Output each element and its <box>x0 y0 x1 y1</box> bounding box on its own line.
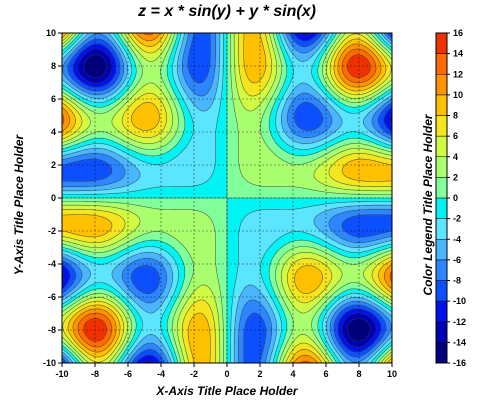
colorbar-band <box>435 321 448 343</box>
x-tick-label: 2 <box>257 369 262 379</box>
colorbar-tick-label: 16 <box>453 28 463 38</box>
y-tick-label: -6 <box>48 292 56 302</box>
colorbar-band <box>435 135 448 157</box>
colorbar: 16 14 12 10 8 6 4 2 0 -2 -4 -6 -8 -10 -12 -14 -16 <box>435 28 466 368</box>
colorbar-tick-label: 6 <box>453 131 458 141</box>
colorbar-band <box>435 115 448 137</box>
chart-title: z = x * sin(y) + y * sin(x) <box>138 3 316 20</box>
colorbar-band <box>435 280 448 302</box>
colorbar-tick-label: 14 <box>453 49 463 59</box>
y-tick-label: 4 <box>51 127 56 137</box>
x-tick-label: 10 <box>387 369 397 379</box>
contour-line <box>62 33 392 363</box>
contour-line <box>62 33 392 363</box>
x-tick-label: 0 <box>224 369 229 379</box>
colorbar-tick-label: -14 <box>453 337 466 347</box>
y-tick-label: 10 <box>46 28 56 38</box>
contour-line <box>83 54 371 342</box>
colorbar-tick-label: -2 <box>453 214 461 224</box>
colorbar-band <box>435 74 448 96</box>
y-tick-label: -10 <box>43 358 56 368</box>
colorbar-tick-label: -16 <box>453 358 466 368</box>
y-tick-label: -2 <box>48 226 56 236</box>
colorbar-title: Color Legend Title Place Holder <box>421 114 435 296</box>
colorbar-band <box>435 300 448 322</box>
x-tick-label: 8 <box>356 369 361 379</box>
x-tick-label: -4 <box>157 369 165 379</box>
colorbar-tick-label: -4 <box>453 234 461 244</box>
colorbar-tick-label: 0 <box>453 193 458 203</box>
colorbar-band <box>435 259 448 281</box>
contour-line <box>62 33 392 363</box>
x-tick-label: 4 <box>290 369 295 379</box>
colorbar-tick-label: 4 <box>453 152 458 162</box>
y-tick-label: 0 <box>51 193 56 203</box>
y-tick-label: 8 <box>51 61 56 71</box>
y-tick-label: -4 <box>48 259 56 269</box>
x-tick-label: -2 <box>190 369 198 379</box>
y-tick-label: -8 <box>48 325 56 335</box>
colorbar-tick-label: 12 <box>453 69 463 79</box>
contour-line <box>62 33 392 363</box>
colorbar-band <box>435 53 448 75</box>
x-tick-label: -6 <box>124 369 132 379</box>
contour-line <box>62 33 392 363</box>
contour-line <box>62 33 392 363</box>
colorbar-band <box>435 177 448 199</box>
contour-line <box>83 54 371 342</box>
colorbar-tick-label: 8 <box>453 111 458 121</box>
colorbar-tick-label: -12 <box>453 317 466 327</box>
contour-line <box>62 33 392 363</box>
colorbar-tick-label: -6 <box>453 255 461 265</box>
x-tick-label: 6 <box>323 369 328 379</box>
colorbar-tick-label: 10 <box>453 90 463 100</box>
y-tick-label: 6 <box>51 94 56 104</box>
colorbar-band <box>435 239 448 261</box>
colorbar-tick-label: -8 <box>453 276 461 286</box>
colorbar-band <box>435 218 448 240</box>
colorbar-band <box>435 197 448 219</box>
x-tick-label: -10 <box>55 369 68 379</box>
x-axis-title: X-Axis Title Place Holder <box>156 384 298 398</box>
contour-line <box>62 33 392 363</box>
y-tick-label: 2 <box>51 160 56 170</box>
contour-line <box>62 33 392 363</box>
x-tick-label: -8 <box>91 369 99 379</box>
colorbar-tick-label: -10 <box>453 296 466 306</box>
colorbar-band <box>435 94 448 116</box>
colorbar-band <box>435 32 448 54</box>
y-axis-title: Y-Axis Title Place Holder <box>12 134 26 276</box>
colorbar-tick-label: 2 <box>453 172 458 182</box>
colorbar-band <box>435 156 448 178</box>
contour-line <box>62 33 392 363</box>
colorbar-band <box>435 342 448 364</box>
grid <box>62 33 392 363</box>
